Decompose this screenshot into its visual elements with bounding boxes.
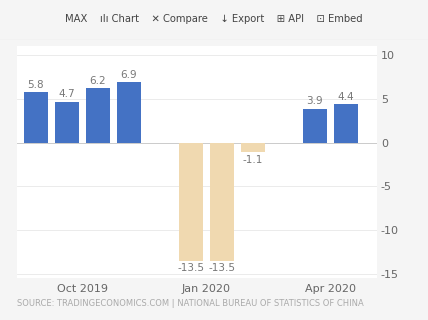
Bar: [116, 82, 141, 143]
Text: -13.5: -13.5: [208, 263, 235, 273]
Text: 3.9: 3.9: [306, 96, 323, 106]
Text: MAX    ılı Chart    ✕ Compare    ↓ Export    ⊞ API    ⊡ Embed: MAX ılı Chart ✕ Compare ↓ Export ⊞ API ⊡…: [65, 14, 363, 24]
Bar: [86, 88, 110, 143]
Bar: [303, 108, 327, 143]
Bar: [178, 143, 203, 261]
Text: 6.2: 6.2: [89, 76, 106, 86]
Text: -1.1: -1.1: [243, 155, 263, 164]
Bar: [241, 143, 265, 152]
Text: 4.7: 4.7: [58, 89, 75, 100]
Text: SOURCE: TRADINGECONOMICS.COM | NATIONAL BUREAU OF STATISTICS OF CHINA: SOURCE: TRADINGECONOMICS.COM | NATIONAL …: [17, 300, 364, 308]
Bar: [55, 101, 79, 143]
Text: 4.4: 4.4: [337, 92, 354, 102]
Bar: [24, 92, 48, 143]
Bar: [210, 143, 234, 261]
Text: -13.5: -13.5: [177, 263, 204, 273]
Text: 6.9: 6.9: [120, 70, 137, 80]
Bar: [333, 104, 358, 143]
Text: 5.8: 5.8: [27, 80, 44, 90]
